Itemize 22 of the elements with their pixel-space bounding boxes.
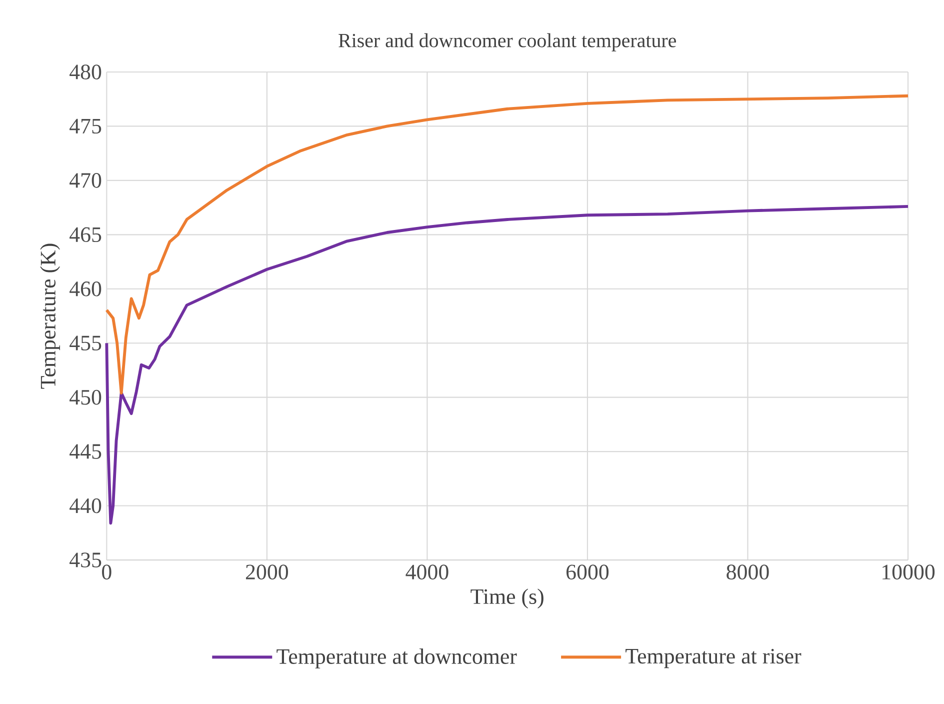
x-tick-label: 6000 xyxy=(566,564,609,580)
y-tick-label: 460 xyxy=(70,281,102,296)
y-tick-label: 455 xyxy=(70,336,102,350)
x-tick-label: 10000 xyxy=(882,564,935,580)
x-tick-label: 2000 xyxy=(246,564,288,580)
y-tick-label: 435 xyxy=(70,552,102,568)
line-series xyxy=(105,205,910,525)
chart-title: Riser and downcomer coolant temperature xyxy=(338,33,676,52)
y-tick-label: 450 xyxy=(70,390,102,405)
y-tick-label: 475 xyxy=(70,118,102,134)
y-tick-label: 445 xyxy=(70,444,102,459)
y-tick-label: 480 xyxy=(70,64,102,80)
y-tick-label: 440 xyxy=(70,498,102,514)
x-tick-label: 8000 xyxy=(726,564,769,580)
x-axis-title: Time (s) xyxy=(470,588,544,608)
legend-label: Temperature at downcomer xyxy=(276,648,517,668)
x-tick-label: 4000 xyxy=(406,564,448,580)
y-tick-label: 470 xyxy=(70,173,102,188)
x-tick-label: 0 xyxy=(102,564,112,580)
y-tick-label: 465 xyxy=(70,227,102,242)
y-axis-title: Temperature (K) xyxy=(40,244,60,389)
legend-label: Temperature at riser xyxy=(626,648,802,668)
